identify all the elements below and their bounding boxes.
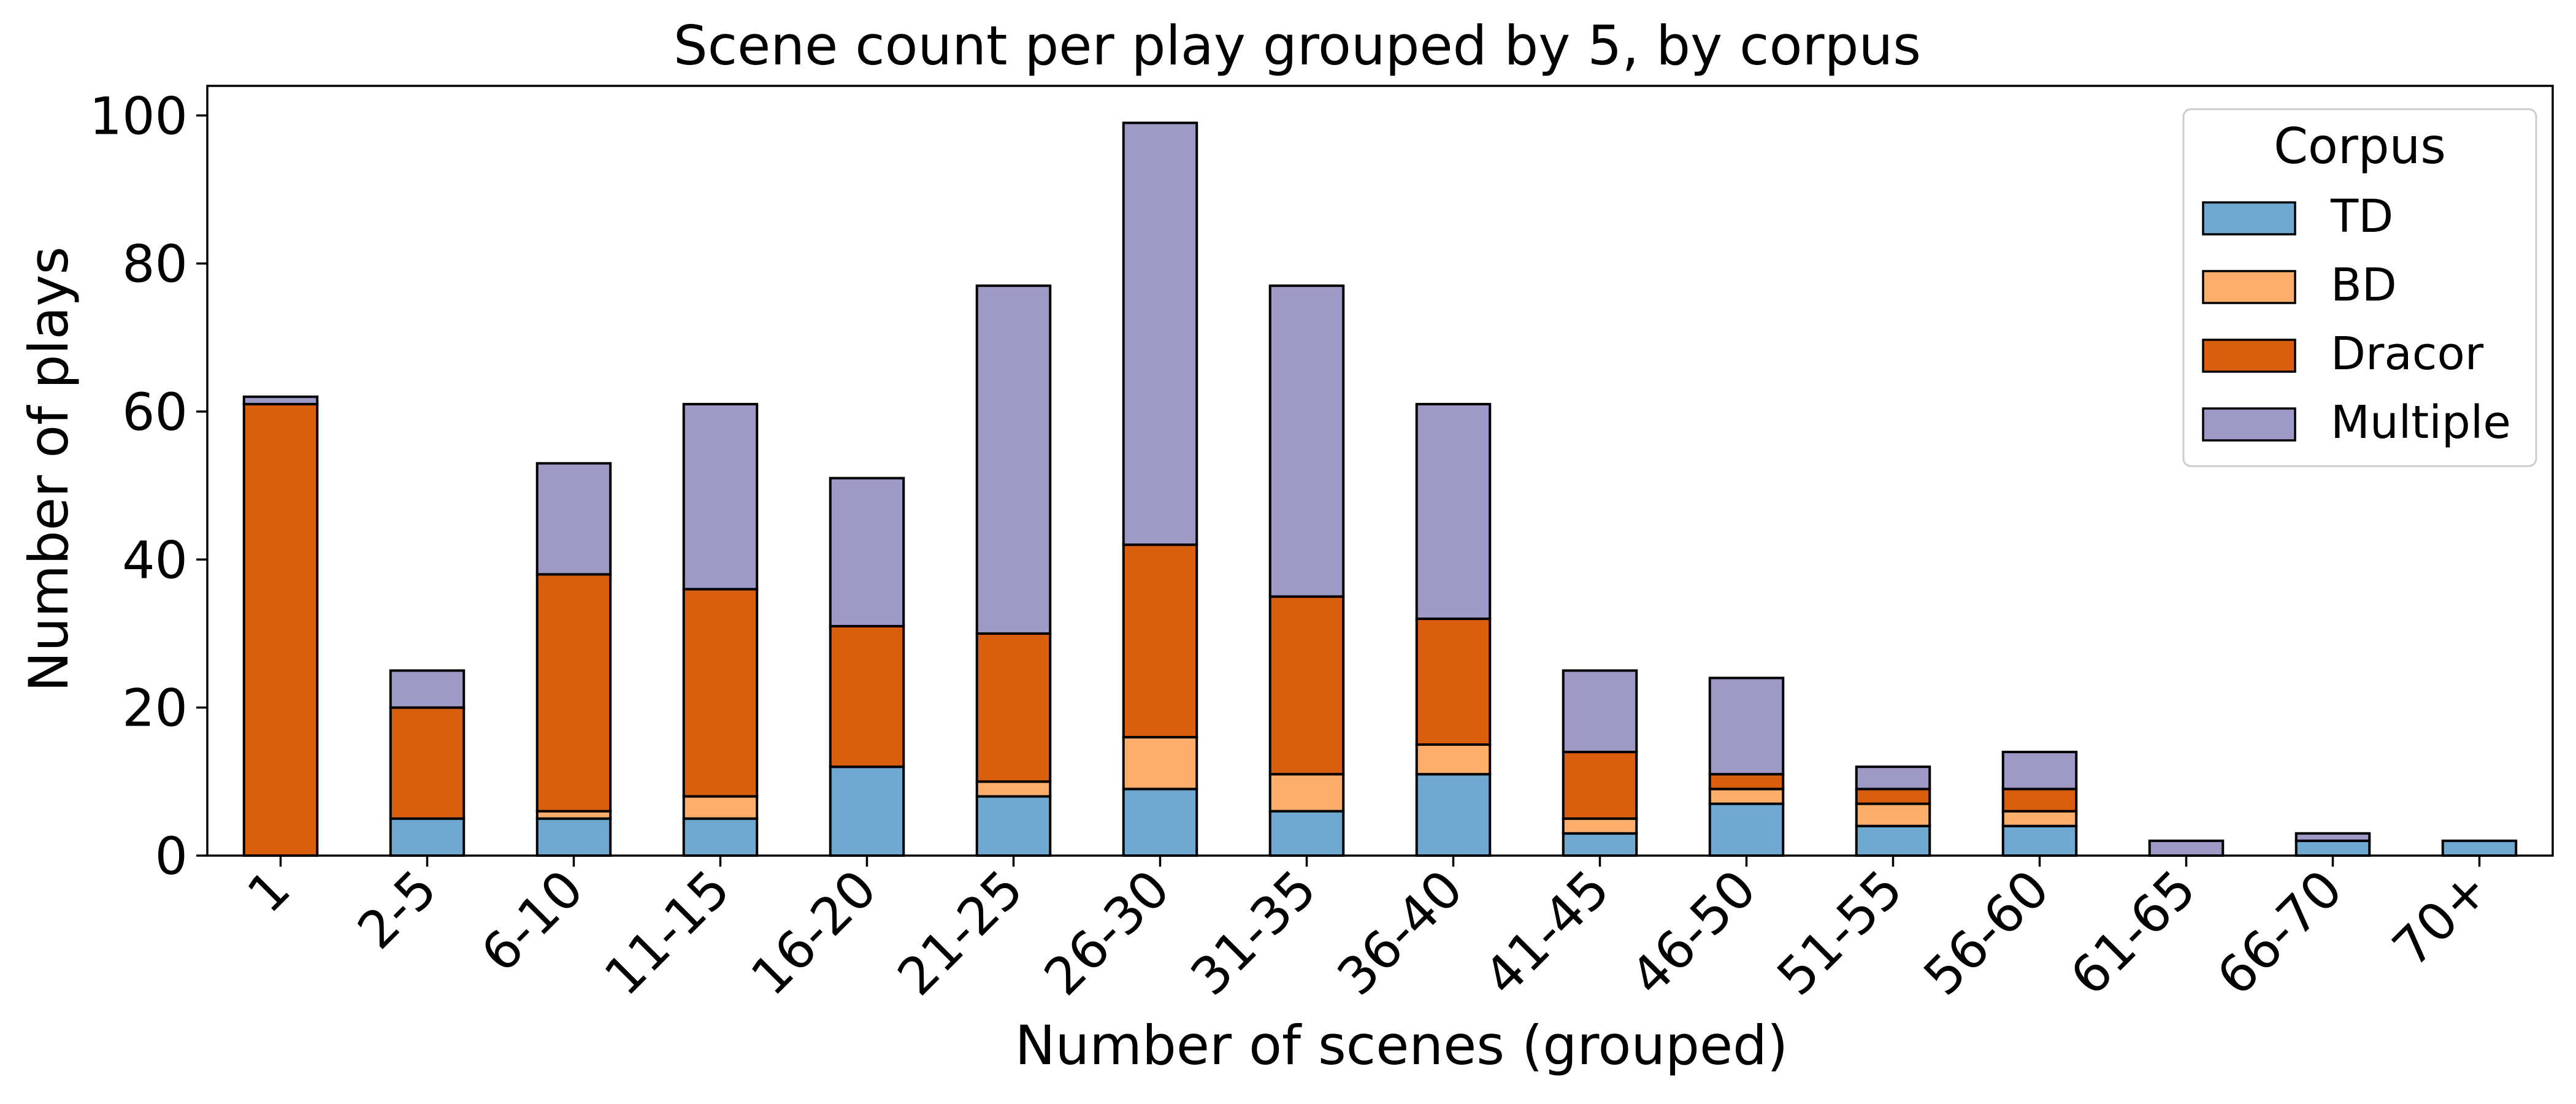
y-tick-label: 40 bbox=[122, 530, 188, 590]
y-tick-label: 0 bbox=[155, 826, 188, 886]
bar-segment-dracor-51-55 bbox=[1855, 788, 1931, 805]
legend-title: Corpus bbox=[2274, 118, 2446, 175]
bar-segment-multiple-6-10 bbox=[535, 462, 612, 576]
bar-segment-multiple-61-65 bbox=[2148, 839, 2225, 857]
y-tick-label: 60 bbox=[122, 382, 188, 442]
legend-swatch-td bbox=[2202, 201, 2296, 236]
legend-label-bd: BD bbox=[2331, 259, 2397, 312]
x-tick-label: 21-25 bbox=[886, 859, 1035, 1007]
y-tick-label: 80 bbox=[122, 234, 188, 294]
legend-box bbox=[2182, 108, 2537, 467]
bar-segment-bd-21-25 bbox=[975, 780, 1052, 798]
bar-segment-bd-56-60 bbox=[2001, 810, 2078, 827]
bar-segment-bd-26-30 bbox=[1122, 735, 1198, 791]
x-tick-label: 56-60 bbox=[1912, 859, 2061, 1007]
bar-segment-multiple-41-45 bbox=[1562, 669, 1638, 754]
bar-segment-dracor-16-20 bbox=[829, 624, 905, 769]
x-tick-label: 16-20 bbox=[740, 859, 888, 1007]
bar-segment-multiple-2-5 bbox=[389, 669, 466, 709]
bar-segment-multiple-36-40 bbox=[1415, 402, 1492, 620]
bar-segment-td-51-55 bbox=[1855, 824, 1931, 857]
bar-segment-bd-46-50 bbox=[1708, 788, 1785, 805]
bar-segment-td-2-5 bbox=[389, 817, 466, 857]
bar-segment-dracor-1 bbox=[242, 402, 319, 857]
legend-label-dracor: Dracor bbox=[2331, 328, 2484, 380]
x-tick-label: 11-15 bbox=[593, 859, 742, 1007]
bar-segment-multiple-11-15 bbox=[682, 402, 759, 591]
bar-segment-td-70+ bbox=[2441, 839, 2518, 857]
bar-segment-bd-51-55 bbox=[1855, 802, 1931, 827]
x-tick-label: 1 bbox=[236, 859, 302, 924]
bar-segment-dracor-6-10 bbox=[535, 573, 612, 813]
bar-segment-dracor-11-15 bbox=[682, 588, 759, 798]
y-tick-label: 100 bbox=[90, 86, 188, 146]
bar-segment-dracor-26-30 bbox=[1122, 543, 1198, 738]
legend-swatch-multiple bbox=[2202, 407, 2296, 442]
legend-label-td: TD bbox=[2330, 190, 2393, 243]
bar-segment-td-16-20 bbox=[829, 765, 905, 857]
bar-segment-td-11-15 bbox=[682, 817, 759, 857]
x-tick-label: 6-10 bbox=[470, 859, 595, 984]
bar-segment-multiple-51-55 bbox=[1855, 765, 1931, 791]
bar-segment-multiple-16-20 bbox=[829, 477, 905, 627]
bar-segment-dracor-31-35 bbox=[1268, 595, 1345, 776]
x-tick-label: 66-70 bbox=[2206, 859, 2354, 1007]
bar-segment-multiple-21-25 bbox=[975, 284, 1052, 635]
bar-segment-dracor-2-5 bbox=[389, 706, 466, 820]
y-axis-label: Number of plays bbox=[17, 247, 80, 692]
bar-segment-td-66-70 bbox=[2294, 839, 2371, 857]
bar-segment-multiple-1 bbox=[242, 395, 319, 405]
bar-segment-td-41-45 bbox=[1562, 832, 1638, 857]
legend: Corpus TD BD Dracor Multiple bbox=[2182, 108, 2537, 467]
bar-segment-bd-11-15 bbox=[682, 795, 759, 820]
bar-segment-dracor-56-60 bbox=[2001, 788, 2078, 813]
bar-segment-bd-31-35 bbox=[1268, 773, 1345, 813]
bar-segment-multiple-66-70 bbox=[2294, 832, 2371, 842]
plot-frame bbox=[206, 85, 2554, 857]
bar-segment-dracor-46-50 bbox=[1708, 773, 1785, 791]
x-tick-label: 31-35 bbox=[1179, 859, 1328, 1007]
x-tick-label: 2-5 bbox=[346, 859, 448, 960]
x-axis-label: Number of scenes (grouped) bbox=[1015, 1014, 1788, 1077]
bar-segment-td-6-10 bbox=[535, 817, 612, 857]
legend-label-multiple: Multiple bbox=[2331, 396, 2511, 449]
bar-segment-multiple-26-30 bbox=[1122, 121, 1198, 546]
bar-segment-td-31-35 bbox=[1268, 810, 1345, 857]
bar-segment-td-36-40 bbox=[1415, 773, 1492, 857]
legend-swatch-bd bbox=[2202, 270, 2296, 304]
bar-segment-bd-41-45 bbox=[1562, 817, 1638, 835]
bar-segment-multiple-31-35 bbox=[1268, 284, 1345, 598]
bar-segment-multiple-46-50 bbox=[1708, 677, 1785, 776]
bar-segment-dracor-21-25 bbox=[975, 632, 1052, 783]
bar-segment-td-56-60 bbox=[2001, 824, 2078, 857]
bar-segment-bd-36-40 bbox=[1415, 743, 1492, 776]
bar-segment-dracor-36-40 bbox=[1415, 617, 1492, 746]
bar-segment-td-26-30 bbox=[1122, 788, 1198, 857]
legend-swatch-dracor bbox=[2202, 339, 2296, 373]
x-tick-label: 36-40 bbox=[1326, 859, 1474, 1007]
x-tick-label: 70+ bbox=[2381, 859, 2501, 978]
bar-segment-multiple-56-60 bbox=[2001, 751, 2078, 791]
bar-segment-td-46-50 bbox=[1708, 802, 1785, 857]
x-tick-label: 61-65 bbox=[2059, 859, 2207, 1007]
chart-title: Scene count per play grouped by 5, by co… bbox=[673, 14, 1921, 77]
bar-segment-dracor-41-45 bbox=[1562, 751, 1638, 820]
y-tick-label: 20 bbox=[122, 678, 188, 738]
bars-layer bbox=[242, 121, 2518, 857]
x-tick-label: 41-45 bbox=[1473, 859, 1621, 1007]
x-tick-label: 46-50 bbox=[1619, 859, 1768, 1007]
x-tick-label: 51-55 bbox=[1766, 859, 1914, 1007]
bar-segment-td-21-25 bbox=[975, 795, 1052, 857]
x-tick-label: 26-30 bbox=[1033, 859, 1181, 1007]
